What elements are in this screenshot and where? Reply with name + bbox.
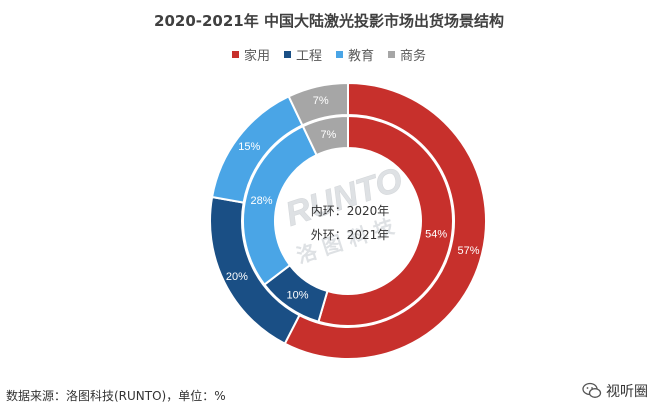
legend-item: 家用 [231, 45, 270, 64]
legend-swatch [336, 51, 343, 58]
center-ring-label: 外环：2021年 [311, 228, 390, 242]
data-source-note: 数据来源：洛图科技(RUNTO)，单位：% [6, 389, 226, 403]
legend-swatch [388, 51, 396, 58]
wechat-credit: 视听圈 [582, 381, 648, 401]
inner-ring-data-label: 10% [287, 289, 309, 301]
outer-ring-data-label: 15% [238, 141, 260, 153]
wechat-icon [582, 382, 602, 398]
outer-ring-data-label: 57% [457, 245, 479, 257]
outer-ring-data-label: 20% [226, 271, 248, 283]
legend-swatch [231, 51, 239, 58]
inner-ring-data-label: 28% [250, 195, 272, 207]
legend-swatch [283, 51, 291, 58]
legend-item: 教育 [336, 45, 374, 64]
outer-ring-slice [287, 81, 349, 127]
outer-ring-slice [283, 81, 487, 360]
legend-label: 教育 [348, 49, 375, 64]
legend-label: 工程 [295, 49, 322, 64]
chart-title: 2020-2021年 中国大陆激光投影市场出货场景结构 [154, 12, 504, 30]
inner-ring-data-label: 54% [425, 229, 447, 241]
outer-ring-data-label: 7% [313, 95, 329, 107]
legend-item: 工程 [283, 45, 322, 64]
chart-legend: 家用 工程 教育 商务 [0, 45, 658, 64]
credit-text: 视听圈 [606, 384, 648, 400]
legend-item: 商务 [388, 45, 426, 64]
legend-label: 家用 [243, 49, 270, 64]
inner-ring-data-label: 7% [320, 129, 336, 141]
legend-label: 商务 [400, 49, 427, 64]
inner-ring-slice [301, 114, 349, 157]
inner-ring-slice [317, 114, 454, 327]
center-ring-label: 内环：2020年 [311, 204, 390, 218]
